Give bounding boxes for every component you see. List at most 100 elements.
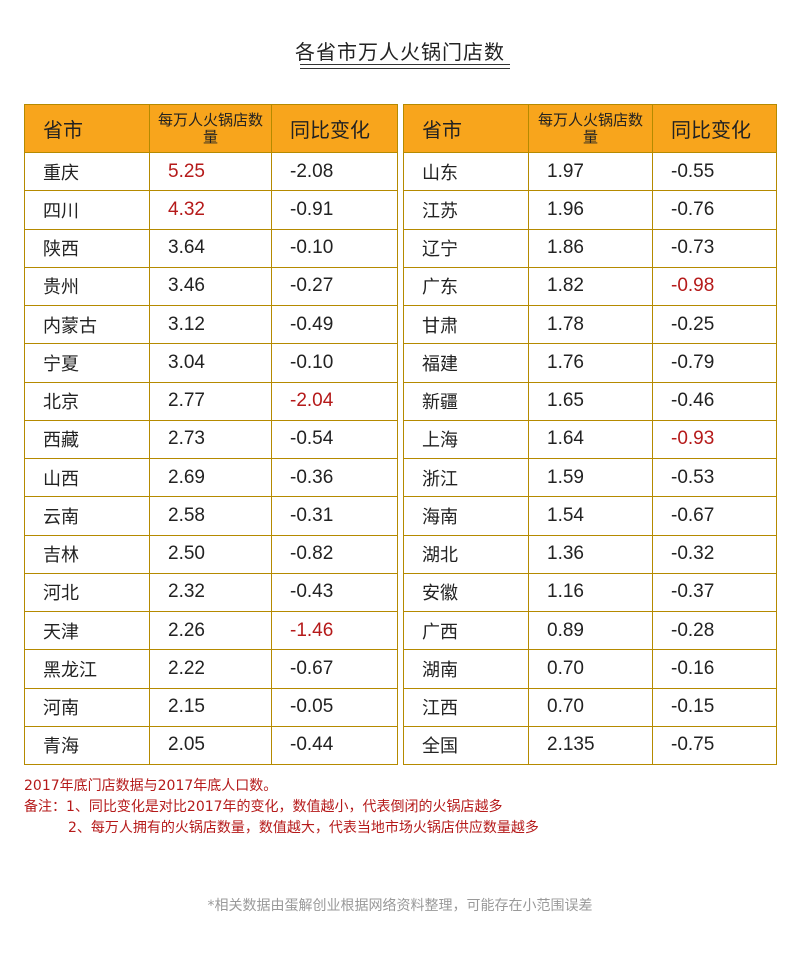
count-cell: 2.32 [149,572,272,613]
table-row: 宁夏 3.04 -0.10 [24,343,398,383]
table-row: 山西 2.69 -0.36 [24,457,398,498]
title-underline [300,64,510,69]
count-cell: 3.46 [149,266,272,307]
province-cell: 云南 [24,496,150,536]
province-cell: 四川 [24,190,150,230]
province-cell: 全国 [403,725,529,766]
province-cell: 江西 [403,687,529,727]
count-cell: 0.70 [528,649,653,689]
province-cell: 上海 [403,419,529,460]
province-cell: 天津 [24,610,150,651]
province-cell: 宁夏 [24,343,150,383]
table-row: 安徽 1.16 -0.37 [403,572,777,613]
province-cell: 山西 [24,457,150,498]
change-cell: -0.91 [271,190,398,230]
change-cell: -0.36 [271,457,398,498]
count-cell: 1.78 [528,304,653,345]
province-cell: 广西 [403,610,529,651]
change-cell: -0.46 [652,381,777,421]
count-cell: 2.26 [149,610,272,651]
province-cell: 江苏 [403,190,529,230]
footer-disclaimer: *相关数据由蛋解创业根据网络资料整理，可能存在小范围误差 [207,898,593,914]
change-cell: -2.08 [271,151,398,192]
table-row: 吉林 2.50 -0.82 [24,534,398,574]
province-cell: 新疆 [403,381,529,421]
change-cell: -0.67 [271,649,398,689]
table-row: 广西 0.89 -0.28 [403,610,777,651]
table-row: 上海 1.64 -0.93 [403,419,777,460]
province-cell: 西藏 [24,419,150,460]
table-row: 江苏 1.96 -0.76 [403,190,777,230]
count-cell: 1.96 [528,190,653,230]
table-row: 福建 1.76 -0.79 [403,343,777,383]
change-cell: -0.67 [652,496,777,536]
province-cell: 广东 [403,266,529,307]
left-table: 省市 每万人火锅店数量 同比变化 重庆 5.25 -2.08 四川 4.32 -0.91 陕… [24,104,398,766]
change-cell: -0.27 [271,266,398,307]
table-row: 海南 1.54 -0.67 [403,496,777,536]
change-cell: -0.98 [652,266,777,307]
change-cell: -0.75 [652,725,777,766]
table-row: 重庆 5.25 -2.08 [24,151,398,192]
province-cell: 海南 [403,496,529,536]
count-cell: 5.25 [149,151,272,192]
province-cell: 安徽 [403,572,529,613]
province-cell: 内蒙古 [24,304,150,345]
province-cell: 辽宁 [403,228,529,268]
province-cell: 黑龙江 [24,649,150,689]
header-change: 同比变化 [271,104,398,153]
note-1: 备注：1、同比变化是对比2017年的变化，数值越小，代表倒闭的火锅店越多 [24,799,503,815]
table-row: 辽宁 1.86 -0.73 [403,228,777,268]
province-cell: 贵州 [24,266,150,307]
count-cell: 2.135 [528,725,653,766]
change-cell: -0.55 [652,151,777,192]
table-row: 云南 2.58 -0.31 [24,496,398,536]
table-row: 青海 2.05 -0.44 [24,725,398,766]
count-cell: 2.77 [149,381,272,421]
count-cell: 0.89 [528,610,653,651]
count-cell: 1.76 [528,343,653,383]
header-province: 省市 [403,104,529,153]
count-cell: 2.15 [149,687,272,727]
count-cell: 1.86 [528,228,653,268]
header-count: 每万人火锅店数量 [528,104,653,153]
table-row: 河南 2.15 -0.05 [24,687,398,727]
header-province: 省市 [24,104,150,153]
count-cell: 3.04 [149,343,272,383]
table-row: 天津 2.26 -1.46 [24,610,398,651]
change-cell: -0.15 [652,687,777,727]
count-cell: 1.59 [528,457,653,498]
count-cell: 1.64 [528,419,653,460]
province-cell: 青海 [24,725,150,766]
table-row: 浙江 1.59 -0.53 [403,457,777,498]
province-cell: 福建 [403,343,529,383]
province-cell: 湖南 [403,649,529,689]
count-cell: 0.70 [528,687,653,727]
table-row: 黑龙江 2.22 -0.67 [24,649,398,689]
note-2: 2、每万人拥有的火锅店数量，数值越大，代表当地市场火锅店供应数量越多 [68,820,539,836]
change-cell: -0.28 [652,610,777,651]
province-cell: 山东 [403,151,529,192]
table-row: 西藏 2.73 -0.54 [24,419,398,460]
province-cell: 甘肃 [403,304,529,345]
table-row: 贵州 3.46 -0.27 [24,266,398,307]
count-cell: 2.69 [149,457,272,498]
count-cell: 2.05 [149,725,272,766]
note-source: 2017年底门店数据与2017年底人口数。 [24,778,278,794]
province-cell: 河北 [24,572,150,613]
change-cell: -2.04 [271,381,398,421]
change-cell: -0.54 [271,419,398,460]
table-row: 全国 2.135 -0.75 [403,725,777,766]
table-row: 山东 1.97 -0.55 [403,151,777,192]
right-table: 省市 每万人火锅店数量 同比变化 山东 1.97 -0.55 江苏 1.96 -0.76 辽… [403,104,777,766]
count-cell: 4.32 [149,190,272,230]
province-cell: 北京 [24,381,150,421]
count-cell: 1.65 [528,381,653,421]
change-cell: -0.79 [652,343,777,383]
notes: 2017年底门店数据与2017年底人口数。 备注：1、同比变化是对比2017年的… [24,776,539,839]
province-cell: 河南 [24,687,150,727]
count-cell: 2.22 [149,649,272,689]
table-row: 四川 4.32 -0.91 [24,190,398,230]
table-row: 江西 0.70 -0.15 [403,687,777,727]
change-cell: -0.73 [652,228,777,268]
